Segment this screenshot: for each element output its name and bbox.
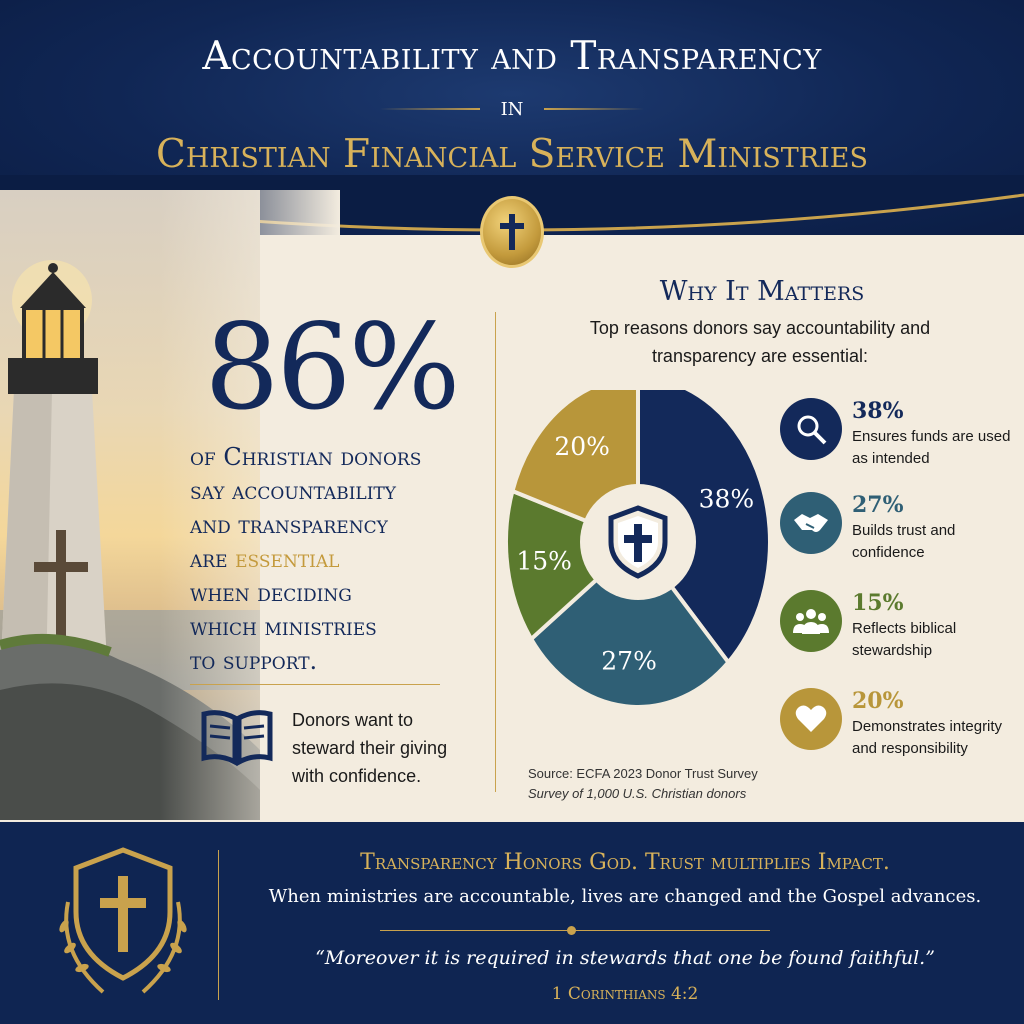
- pie-slice-label: 38%: [699, 484, 755, 513]
- stat-line: and transparency: [190, 511, 388, 539]
- reason-description: Reflects biblical stewardship: [852, 620, 957, 659]
- lighthouse-scene: [0, 190, 260, 820]
- stat-rule: [190, 684, 440, 685]
- reason-percent: 20%: [852, 688, 904, 714]
- reason-item: 20% Demonstrates integrity and responsibi…: [780, 688, 1020, 768]
- footer-body: When ministries are accountable, lives a…: [268, 886, 982, 907]
- pie-slice: [505, 488, 642, 643]
- reason-item: 15% Reflects biblical stewardship: [780, 590, 1020, 670]
- people-icon: [780, 590, 842, 652]
- stat-line: when deciding: [190, 579, 352, 607]
- stat-value: 86%: [204, 298, 460, 436]
- why-subtitle: Top reasons donors say accountability an…: [589, 318, 931, 366]
- scripture-quote: “Moreover it is required in stewards tha…: [315, 947, 935, 969]
- stat-description: of Christian donors say accountability a…: [190, 440, 490, 678]
- stat-line: to support.: [190, 647, 318, 675]
- footer-rule-dot: [567, 926, 576, 935]
- source-note: Source: ECFA 2023 Donor Trust Survey Sur…: [528, 764, 788, 804]
- reason-description: Demonstrates integrity and responsibilit…: [852, 718, 1003, 757]
- pie-slice-label: 15%: [516, 547, 572, 576]
- stat-highlight-word: essential: [235, 545, 340, 573]
- survey-line: Survey of 1,000 U.S. Christian donors: [528, 786, 747, 801]
- reasons-pie-chart: 38% 27% 15% 20%: [505, 390, 772, 709]
- page-subtitle: Christian Financial Service Ministries: [155, 132, 868, 177]
- stat-line: of Christian donors: [190, 443, 422, 471]
- reason-percent: 15%: [852, 590, 904, 616]
- heart-icon: [780, 688, 842, 750]
- footer-divider: [218, 850, 219, 1000]
- pie-slice: [528, 539, 731, 709]
- cross-medal-icon: [480, 196, 544, 268]
- stat-line: say accountability: [190, 477, 396, 505]
- pie-slice-label: 20%: [554, 432, 610, 461]
- stat-line-prefix: are: [190, 545, 236, 573]
- pie-slice: [636, 390, 772, 666]
- reason-description: Builds trust and confidence: [852, 522, 956, 561]
- shield-cross-icon: [608, 505, 668, 579]
- scripture-reference: 1 Corinthians 4:2: [551, 984, 699, 1004]
- reason-percent: 38%: [852, 398, 904, 424]
- lighthouse-icon: [0, 260, 260, 820]
- why-title: Why It Matters: [659, 276, 865, 307]
- footer-headline: Transparency Honors God. Trust multiplie…: [360, 850, 890, 875]
- donor-note: Donors want to steward their giving with…: [292, 710, 448, 786]
- cross-icon: [500, 214, 524, 250]
- reason-item: 38% Ensures funds are used as intended: [780, 398, 1020, 478]
- section-divider: [495, 312, 496, 792]
- header-connector: in: [500, 92, 524, 122]
- reason-percent: 27%: [852, 492, 904, 518]
- pie-slice-label: 27%: [601, 646, 657, 675]
- magnifier-icon: [780, 398, 842, 460]
- reason-description: Ensures funds are used as intended: [852, 428, 1011, 467]
- stat-line: which ministries: [190, 613, 377, 641]
- reason-item: 27% Builds trust and confidence: [780, 492, 1020, 572]
- handshake-icon: [780, 492, 842, 554]
- shield-laurel-icon: [59, 847, 187, 994]
- header-rule-left: [380, 108, 480, 110]
- page-title: Accountability and Transparency: [202, 34, 822, 79]
- open-book-icon: [201, 710, 273, 767]
- stat-line-highlight: are essential: [190, 542, 490, 576]
- source-line: Source: ECFA 2023 Donor Trust Survey: [528, 766, 758, 781]
